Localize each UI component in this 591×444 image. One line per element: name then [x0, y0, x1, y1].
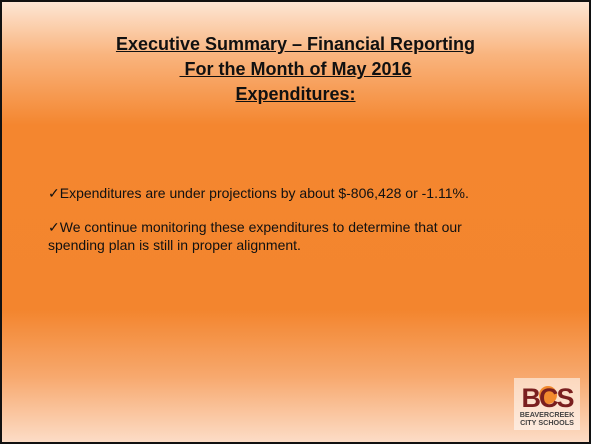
logo: BCS BEAVERCREEK CITY SCHOOLS [514, 378, 580, 430]
bullet: ✓We continue monitoring these expenditur… [48, 219, 462, 253]
logo-graphic: BCS BEAVERCREEK CITY SCHOOLS [514, 378, 580, 430]
title-line: Executive Summary – Financial Reporting [115, 34, 476, 54]
logo-text: CITY SCHOOLS [520, 418, 574, 427]
title-line: For the Month of May 2016 [179, 59, 412, 79]
title-block: Executive Summary – Financial Reporting … [2, 32, 589, 107]
logo-mark: BCS [521, 383, 573, 413]
bullet: ✓Expenditures are under projections by a… [48, 185, 469, 201]
logo-text: BEAVERCREEK [520, 410, 575, 419]
bullet-list: ✓Expenditures are under projections by a… [48, 184, 518, 270]
title-line: Expenditures: [235, 84, 356, 104]
logo-circle [539, 386, 557, 404]
